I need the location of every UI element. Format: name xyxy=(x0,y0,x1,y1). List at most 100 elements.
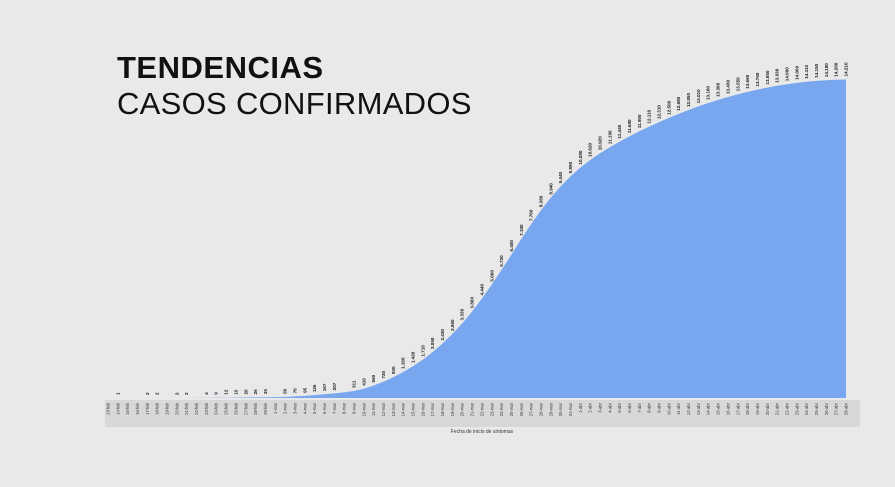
x-tick-label: 14-feb xyxy=(115,402,120,415)
x-tick-label: 14-abr xyxy=(706,402,711,415)
data-label: 11.190 xyxy=(607,130,612,144)
x-tick-label: 15-feb xyxy=(125,402,130,415)
x-tick-label: 22-mar xyxy=(479,402,484,416)
data-label: 14.200 xyxy=(834,62,839,76)
data-label: 167 xyxy=(322,383,327,391)
x-tick-label: 27-feb xyxy=(243,402,248,415)
data-label: 9.440 xyxy=(558,171,563,183)
x-tick-label: 4-abr xyxy=(607,402,612,412)
data-label: 10.620 xyxy=(588,142,593,156)
x-tick-label: 25-feb xyxy=(224,402,229,415)
data-label: 13.010 xyxy=(696,89,701,103)
x-tick-label: 2-mar xyxy=(283,402,288,414)
area-layer xyxy=(108,79,846,398)
x-tick-label: 20-abr xyxy=(765,402,770,415)
x-tick-label: 26-abr xyxy=(824,402,829,415)
data-label: 20 xyxy=(243,389,248,395)
data-label: 70 xyxy=(292,388,297,394)
x-tick-label: 20-feb xyxy=(174,402,179,415)
x-tick-label: 11-abr xyxy=(676,402,681,414)
data-labels: 1 2 2 2 2 4 9 12 15 20 26 35 50 70 95 126 167 207 311 410 56… xyxy=(115,62,848,395)
x-tick-label: 10-mar xyxy=(361,402,366,416)
data-label: 50 xyxy=(283,388,288,394)
x-tick-label: 14-mar xyxy=(401,402,406,416)
data-label: 14.180 xyxy=(824,63,829,77)
x-tick-label: 18-feb xyxy=(155,402,160,415)
x-tick-label: 19-abr xyxy=(755,402,760,415)
data-label: 2 xyxy=(155,392,160,395)
data-label: 13.430 xyxy=(725,80,730,94)
data-label: 11.680 xyxy=(627,119,632,133)
data-label: 13.300 xyxy=(716,82,721,96)
x-tick-label: 25-abr xyxy=(814,402,819,415)
x-tick-label: 30-mar xyxy=(558,402,563,416)
x-tick-label: 21-mar xyxy=(470,402,475,416)
x-tick-label: 19-feb xyxy=(165,402,170,415)
x-tick-label: 28-feb xyxy=(253,402,258,415)
x-tick-label: 29-feb xyxy=(263,402,268,415)
data-label: 311 xyxy=(352,380,357,388)
x-axis-label: Fecha de inicio de síntomas xyxy=(451,429,514,435)
x-tick-label: 18-abr xyxy=(745,402,750,415)
data-label: 7.100 xyxy=(519,224,524,236)
data-label: 207 xyxy=(332,382,337,390)
data-label: 14.150 xyxy=(814,63,819,77)
x-axis-ticks: 13-feb 14-feb 15-feb 16-feb 17-feb 18-feb 19-f… xyxy=(106,402,849,416)
x-tick-label: 1-abr xyxy=(578,402,583,412)
x-tick-label: 27-mar xyxy=(529,402,534,416)
x-tick-label: 2-abr xyxy=(588,402,593,412)
x-tick-label: 13-abr xyxy=(696,402,701,415)
data-label: 730 xyxy=(381,371,386,379)
data-label: 1.710 xyxy=(420,345,425,357)
data-label: 10.280 xyxy=(578,150,583,164)
x-tick-label: 31-mar xyxy=(568,402,573,416)
x-tick-label: 15-abr xyxy=(716,402,721,415)
data-label: 13.930 xyxy=(775,68,780,82)
data-label: 13.850 xyxy=(765,70,770,84)
data-label: 2 xyxy=(184,392,189,395)
x-tick-label: 12-abr xyxy=(686,402,691,415)
data-label: 9 xyxy=(214,392,219,395)
data-label: 2 xyxy=(145,392,150,395)
data-label: 8.380 xyxy=(538,195,543,207)
chart-title: TENDENCIAS xyxy=(117,50,324,85)
x-tick-label: 16-mar xyxy=(420,402,425,416)
x-axis-band xyxy=(105,400,860,427)
data-label: 14.000 xyxy=(784,67,789,81)
data-label: 10.920 xyxy=(598,136,603,150)
data-label: 5.060 xyxy=(489,270,494,282)
x-tick-label: 16-abr xyxy=(725,402,730,415)
x-tick-label: 22-feb xyxy=(194,402,199,415)
x-tick-label: 28-abr xyxy=(844,402,849,415)
x-tick-label: 17-mar xyxy=(430,402,435,416)
x-tick-label: 8-mar xyxy=(342,402,347,414)
x-tick-label: 21-abr xyxy=(775,402,780,415)
x-tick-label: 1-mar xyxy=(273,402,278,414)
x-tick-label: 23-abr xyxy=(794,402,799,415)
data-label: 12.310 xyxy=(657,105,662,119)
x-tick-label: 12-mar xyxy=(381,402,386,416)
data-label: 7.760 xyxy=(529,209,534,221)
x-tick-label: 7-mar xyxy=(332,402,337,414)
data-label: 9.890 xyxy=(568,161,573,173)
chart-subtitle: CASOS CONFIRMADOS xyxy=(117,86,472,121)
x-tick-label: 10-abr xyxy=(666,402,671,415)
data-label: 12.110 xyxy=(647,109,652,123)
data-label: 13.760 xyxy=(755,72,760,86)
x-tick-label: 6-mar xyxy=(322,402,327,414)
x-tick-label: 13-feb xyxy=(106,402,111,415)
data-label: 2.430 xyxy=(440,329,445,341)
x-tick-label: 19-mar xyxy=(450,402,455,416)
x-tick-label: 17-abr xyxy=(735,402,740,415)
data-label: 11.440 xyxy=(617,124,622,138)
data-label: 2.860 xyxy=(450,319,455,331)
data-label: 12.850 xyxy=(686,93,691,107)
data-label: 2.050 xyxy=(430,337,435,349)
data-label: 14.060 xyxy=(794,65,799,79)
x-tick-label: 7-abr xyxy=(637,402,642,412)
data-label: 12.500 xyxy=(666,100,671,114)
x-tick-label: 20-mar xyxy=(460,402,465,416)
data-label: 26 xyxy=(253,389,258,395)
x-tick-label: 11-mar xyxy=(371,402,376,416)
